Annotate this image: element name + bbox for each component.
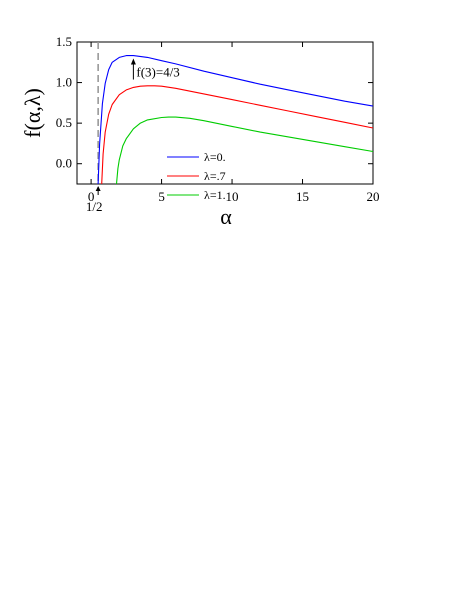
series-line	[97, 55, 374, 185]
annotation-label: f(3)=4/3	[136, 65, 179, 80]
y-axis-label: f(α,λ)	[20, 88, 45, 138]
x-tick-label: 15	[296, 189, 309, 204]
y-tick-label: 0.0	[56, 156, 72, 171]
reference-label: 1/2	[86, 199, 103, 214]
y-tick-label: 1.0	[56, 75, 72, 90]
x-tick-label: 20	[367, 189, 380, 204]
x-axis-label: α	[220, 204, 232, 229]
legend-label: λ=1.	[204, 188, 226, 202]
legend-label: λ=.7	[204, 169, 226, 183]
legend-label: λ=0.	[204, 150, 226, 164]
x-tick-label: 5	[158, 189, 165, 204]
x-tick-label: 10	[226, 189, 239, 204]
series-line	[101, 85, 374, 185]
reference-arrow-head	[95, 186, 101, 191]
y-tick-label: 1.5	[56, 34, 72, 49]
annotation-arrow-head	[130, 58, 136, 65]
x-tick-label: 0	[88, 189, 95, 204]
plot-frame	[76, 41, 374, 185]
series-line	[115, 116, 374, 185]
y-tick-label: 0.5	[56, 115, 72, 130]
